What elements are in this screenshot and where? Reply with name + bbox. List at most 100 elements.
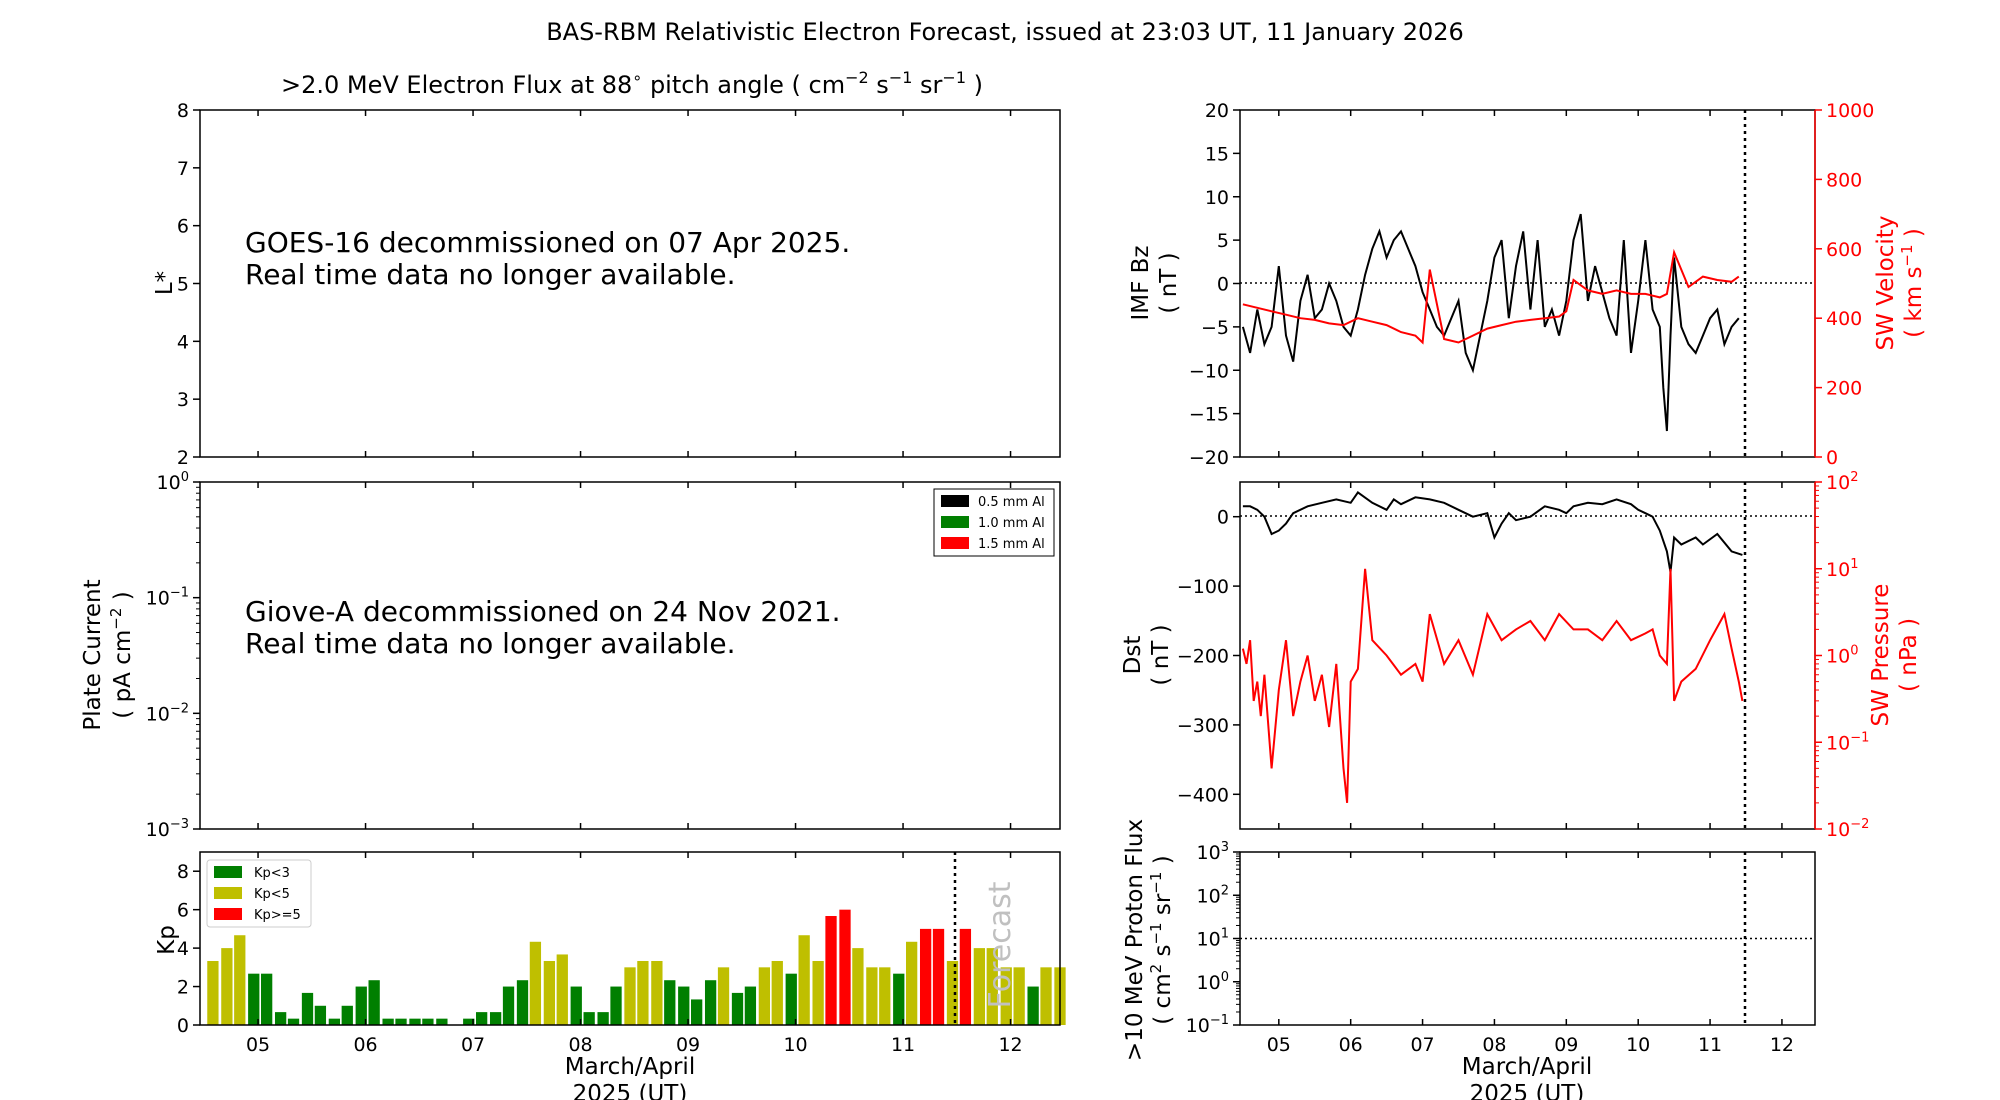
sw-velocity-y-label: SW Velocity ( km s−1 ) <box>1873 216 1927 351</box>
kp-x-ticks: 05 06 07 08 09 10 11 12 <box>246 852 1023 1056</box>
dst-ytick-label: −200 <box>1177 646 1229 668</box>
kp-xtick-label: 12 <box>998 1034 1022 1056</box>
svg-text:( pA cm−2 ): ( pA cm−2 ) <box>107 591 136 718</box>
sw-pressure-ytick-label: 102 <box>1826 470 1858 494</box>
imf-ytick-label: 5 <box>1217 230 1229 252</box>
plate-ytick-label: 10−1 <box>146 586 189 610</box>
kp-bar <box>893 973 905 1025</box>
flux-ytick-label: 2 <box>177 447 189 469</box>
kp-bar <box>368 980 380 1025</box>
imf-panel: 20 15 10 5 0 −5 −10 −15 −20 1000 800 600 400 200 0 IM… <box>1128 100 1927 469</box>
svg-text:SW Pressure: SW Pressure <box>1868 584 1894 727</box>
legend-swatch-0.5mm <box>941 495 969 507</box>
svg-text:>10 MeV Proton Flux: >10 MeV Proton Flux <box>1122 819 1148 1061</box>
kp-bar <box>1027 986 1039 1025</box>
flux-ytick-label: 8 <box>177 100 189 122</box>
flux-ytick-label: 5 <box>177 274 189 296</box>
kp-bar <box>1000 967 1012 1025</box>
imf-ytick-label: −15 <box>1189 404 1229 426</box>
kp-bar <box>516 980 529 1025</box>
kp-bar <box>704 980 717 1025</box>
dst-ytick-label: 0 <box>1217 507 1229 529</box>
sw-pressure-ytick-label: 10−2 <box>1826 817 1869 841</box>
kp-bar <box>785 973 797 1025</box>
kp-bar <box>651 960 663 1025</box>
kp-bar <box>261 973 273 1025</box>
sw-pressure-y-ticks: 102 101 100 10−1 10−2 <box>1815 470 1869 841</box>
imf-ytick-label: −10 <box>1189 360 1229 382</box>
plate-legend: 0.5 mm Al 1.0 mm Al 1.5 mm Al <box>933 488 1055 557</box>
flux-panel-title: >2.0 MeV Electron Flux at 88∘ pitch angl… <box>281 68 983 99</box>
proton-y-ticks: 103 102 101 100 10−1 <box>1186 840 1240 1037</box>
kp-bar <box>436 1018 448 1025</box>
imf-y-label: IMF Bz ( nT ) <box>1128 245 1182 320</box>
proton-xtick-label: 12 <box>1770 1034 1794 1056</box>
dst-ytick-label: −300 <box>1177 715 1229 737</box>
dst-panel: 0 −100 −200 −300 −400 102 101 100 10−1 10−2 Dst … <box>1120 470 1922 841</box>
flux-message-line2: Real time data no longer available. <box>245 258 736 291</box>
proton-xtick-label: 10 <box>1626 1034 1650 1056</box>
kp-bar <box>328 1018 341 1025</box>
kp-bar <box>744 986 757 1025</box>
sw-pressure-ytick-label: 10−1 <box>1826 730 1869 754</box>
kp-x-label-line2: 2025 (UT) <box>573 1081 688 1100</box>
legend-swatch-1.5mm <box>941 537 969 549</box>
kp-bars <box>207 909 1066 1025</box>
kp-xtick-label: 11 <box>891 1034 915 1056</box>
sw-velocity-ytick-label: 400 <box>1826 308 1862 330</box>
svg-text:( cm2 s−1 sr−1 ): ( cm2 s−1 sr−1 ) <box>1147 855 1176 1024</box>
kp-bar <box>341 1005 353 1025</box>
kp-legend: Kp<3 Kp<5 Kp>=5 <box>206 859 312 928</box>
imf-ytick-label: −5 <box>1201 317 1229 339</box>
svg-text:( km s−1 ): ( km s−1 ) <box>1898 228 1927 338</box>
sw-velocity-ytick-label: 600 <box>1826 239 1862 261</box>
kp-plot-frame <box>199 851 1061 1026</box>
imf-ytick-label: 15 <box>1205 143 1229 165</box>
kp-xtick-label: 10 <box>783 1034 807 1056</box>
kp-bar <box>570 986 582 1025</box>
plate-ytick-label: 100 <box>157 470 189 494</box>
kp-bar <box>637 960 649 1025</box>
svg-text:( nT ): ( nT ) <box>1156 252 1182 313</box>
proton-ytick-label: 101 <box>1197 927 1229 951</box>
kp-xtick-label: 08 <box>568 1034 592 1056</box>
kp-x-label-line1: March/April <box>565 1054 695 1080</box>
imf-ytick-label: 10 <box>1205 187 1229 209</box>
kp-ytick-label: 4 <box>177 938 189 960</box>
kp-bar <box>664 980 676 1025</box>
proton-x-label-line1: March/April <box>1462 1054 1592 1080</box>
flux-message-line1: GOES-16 decommissioned on 07 Apr 2025. <box>245 226 850 259</box>
plate-ytick-label: 10−2 <box>146 701 189 725</box>
dst-x-ticks <box>1278 482 1783 829</box>
proton-xtick-label: 06 <box>1339 1034 1363 1056</box>
svg-text:( nT ): ( nT ) <box>1148 624 1174 685</box>
kp-bar <box>879 967 891 1025</box>
kp-bar <box>610 986 622 1025</box>
plate-ytick-label: 10−3 <box>146 817 189 841</box>
sw-velocity-series <box>1242 248 1740 345</box>
sw-velocity-ytick-label: 1000 <box>1826 100 1874 122</box>
plate-y-label: Plate Current ( pA cm−2 ) <box>80 579 136 730</box>
kp-y-ticks: 0 2 4 6 8 <box>177 861 200 1037</box>
flux-ytick-label: 7 <box>177 158 189 180</box>
sw-velocity-y-ticks: 1000 800 600 400 200 0 <box>1815 100 1874 469</box>
proton-xtick-label: 09 <box>1554 1034 1578 1056</box>
proton-xtick-label: 07 <box>1410 1034 1434 1056</box>
kp-bar <box>798 935 810 1025</box>
kp-bar <box>207 960 219 1025</box>
dst-ytick-label: −400 <box>1177 784 1229 806</box>
proton-ytick-label: 10−1 <box>1186 1013 1229 1037</box>
kp-xtick-label: 09 <box>676 1034 700 1056</box>
proton-xtick-label: 11 <box>1698 1034 1722 1056</box>
kp-bar <box>543 960 556 1025</box>
kp-xtick-label: 06 <box>353 1034 377 1056</box>
flux-y-label: L* <box>152 271 178 295</box>
kp-bar <box>758 967 771 1025</box>
flux-ytick-label: 3 <box>177 389 189 411</box>
legend-label-kp-ge5: Kp>=5 <box>254 908 301 923</box>
legend-swatch-kp-ge5 <box>214 908 242 920</box>
kp-bar <box>502 986 515 1025</box>
plate-y-ticks: 100 10−1 10−2 10−3 <box>146 470 200 841</box>
proton-x-label-line2: 2025 (UT) <box>1470 1081 1585 1100</box>
kp-bar <box>678 986 690 1025</box>
